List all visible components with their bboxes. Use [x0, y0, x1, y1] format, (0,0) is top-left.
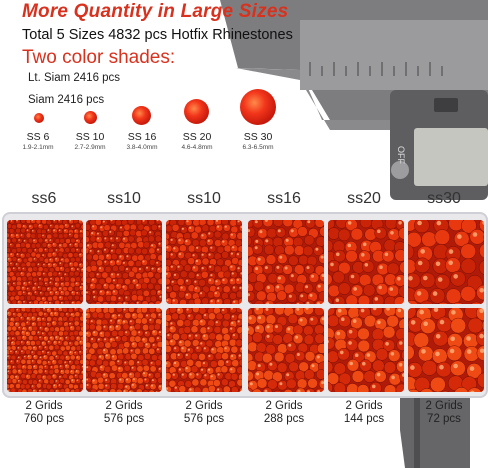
gem-ss16 [132, 106, 151, 125]
rhinestone-grid [408, 220, 484, 304]
col-header-1: ss6 [31, 190, 57, 207]
rhinestone-grid [166, 308, 242, 392]
gem-ss30 [240, 89, 276, 125]
footer-grids-5: 2 Grids [345, 400, 383, 412]
footer-pcs-2: 576 pcs [103, 413, 145, 425]
rhinestone-grid [166, 220, 242, 304]
gem-ss10 [84, 111, 97, 124]
size-range-ss16: 3.8-4.0mm [126, 144, 158, 151]
footer-grids-2: 2 Grids [105, 400, 143, 412]
storage-box [2, 212, 488, 398]
footer-pcs-4: 288 pcs [263, 413, 305, 425]
size-label-ss6: SS 6 [26, 131, 50, 143]
rhinestone-grid [7, 220, 83, 304]
footer-grids-1: 2 Grids [25, 400, 63, 412]
size-label-ss10: SS 10 [75, 131, 105, 143]
footer-col-3: 2 Grids 576 pcs [165, 400, 243, 426]
subline: Total 5 Sizes 4832 pcs Hotfix Rhinestone… [22, 27, 293, 43]
footer-col-1: 2 Grids 760 pcs [5, 400, 83, 426]
rhinestone-grid [328, 308, 404, 392]
gem-ss20 [184, 99, 209, 124]
size-label-ss30: SS 30 [243, 131, 273, 143]
rhinestone-grid [248, 220, 324, 304]
shade-siam: Siam 2416 pcs [28, 94, 105, 106]
caliper-off-text: OFF [396, 146, 406, 164]
rhinestone-grid [86, 220, 162, 304]
rhinestone-grid [408, 308, 484, 392]
col-header-2: ss10 [107, 190, 141, 207]
footer-col-4: 2 Grids 288 pcs [245, 400, 323, 426]
size-range-ss6: 1.9-2.1mm [22, 144, 54, 151]
size-range-ss20: 4.6-4.8mm [181, 144, 213, 151]
footer-pcs-3: 576 pcs [183, 413, 225, 425]
headline: More Quantity in Large Sizes [22, 1, 289, 22]
rhinestone-grid [248, 308, 324, 392]
footer-col-6: 2 Grids 72 pcs [405, 400, 483, 426]
col-header-6: ss30 [427, 190, 461, 207]
size-range-ss30: 6.3-6.5mm [242, 144, 274, 151]
footer-grids-3: 2 Grids [185, 400, 223, 412]
rhinestone-grid [7, 308, 83, 392]
size-label-ss20: SS 20 [182, 131, 212, 143]
size-label-ss16: SS 16 [127, 131, 157, 143]
col-header-4: ss16 [267, 190, 301, 207]
shade-lt-siam: Lt. Siam 2416 pcs [28, 72, 121, 84]
footer-pcs-5: 144 pcs [343, 413, 385, 425]
col-header-5: ss20 [347, 190, 381, 207]
size-range-ss10: 2.7-2.9mm [74, 144, 106, 151]
rhinestone-grid [328, 220, 404, 304]
gem-ss6 [34, 113, 44, 123]
shades-title: Two color shades: [22, 47, 176, 68]
footer-grids-6: 2 Grids [425, 400, 463, 412]
footer-col-2: 2 Grids 576 pcs [85, 400, 163, 426]
footer-col-5: 2 Grids 144 pcs [325, 400, 403, 426]
footer-pcs-1: 760 pcs [23, 413, 65, 425]
col-header-3: ss10 [187, 190, 221, 207]
rhinestone-grid [86, 308, 162, 392]
footer-pcs-6: 72 pcs [427, 413, 461, 425]
footer-grids-4: 2 Grids [265, 400, 303, 412]
